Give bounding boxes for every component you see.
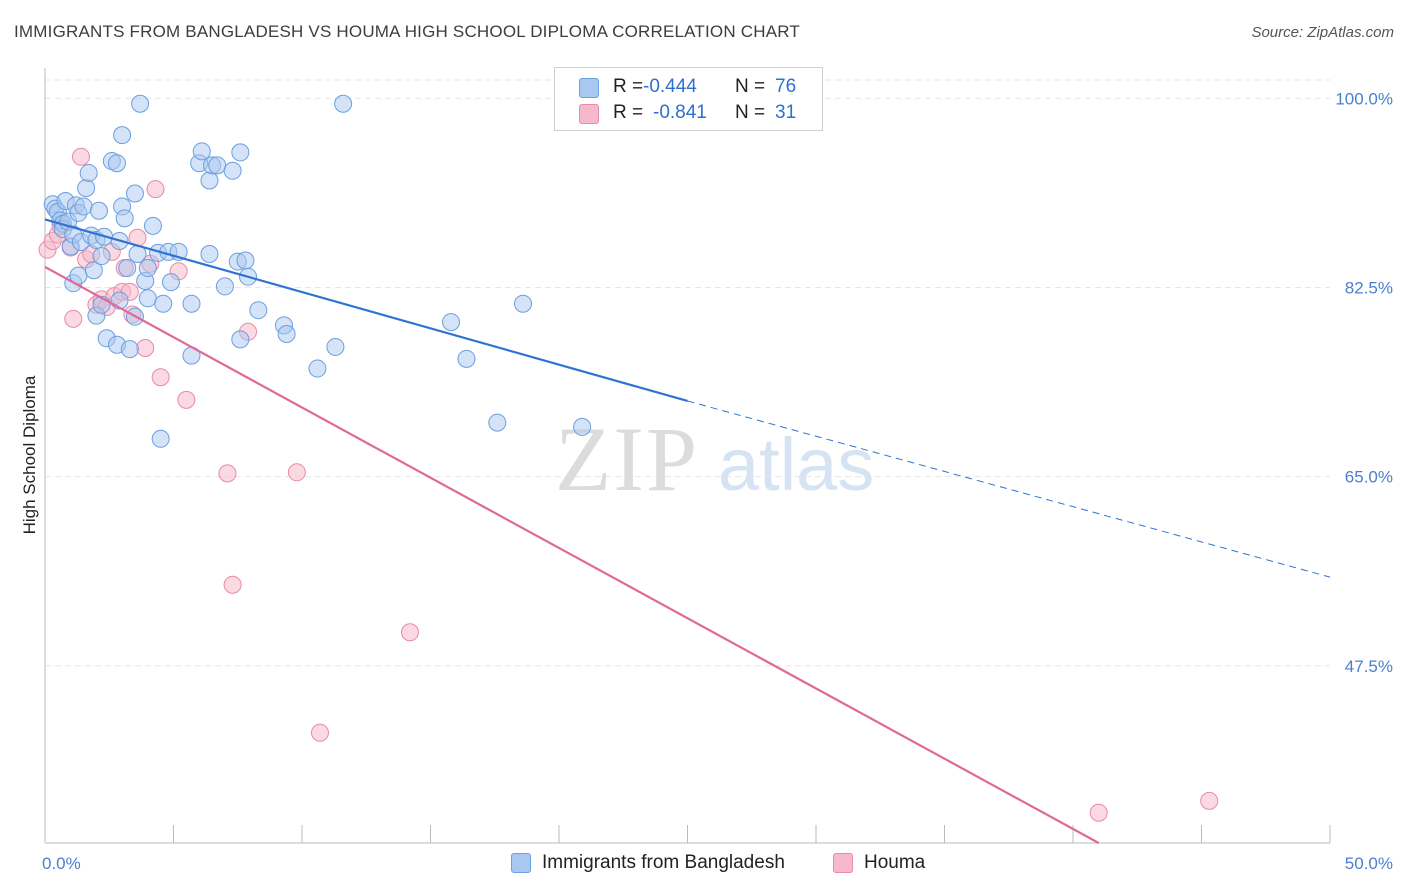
bangladesh-point — [514, 294, 533, 313]
correlation-legend: R = -0.444 N = 76 R = -0.841 N = 31 — [554, 67, 823, 131]
bangladesh-point — [107, 154, 126, 173]
legend-r-value: -0.841 — [653, 102, 707, 123]
bangladesh-point — [89, 201, 108, 220]
bangladesh-point — [84, 261, 103, 280]
legend-r-value: -0.444 — [643, 76, 697, 97]
bangladesh-point — [488, 413, 507, 432]
bangladesh-trend-extension — [687, 400, 1331, 578]
bangladesh-point — [182, 294, 201, 313]
bangladesh-point — [110, 291, 129, 310]
legend-n-value: 31 — [775, 102, 797, 123]
houma-point — [218, 464, 237, 483]
bangladesh-point — [236, 251, 255, 270]
houma-point — [64, 309, 83, 328]
bangladesh-point — [113, 126, 132, 145]
houma-point — [1200, 791, 1219, 810]
y-axis-label: High School Diploma — [20, 375, 39, 534]
houma-point — [223, 575, 242, 594]
bangladesh-points — [43, 94, 592, 448]
trend-lines — [44, 218, 1331, 844]
bangladesh-point — [231, 143, 250, 162]
bangladesh-point — [138, 259, 157, 278]
bangladesh-point — [231, 330, 250, 349]
watermark-atlas: atlas — [718, 423, 874, 506]
bangladesh-point — [277, 324, 296, 343]
bangladesh-point — [200, 244, 219, 263]
houma-point — [71, 147, 90, 166]
series-legend: Immigrants from Bangladesh Houma — [0, 852, 1406, 878]
legend-n-label: N = — [735, 76, 766, 97]
bangladesh-point — [118, 259, 137, 278]
legend-swatch-pink — [579, 104, 599, 124]
bangladesh-point — [131, 94, 150, 113]
bangladesh-point — [334, 94, 353, 113]
bangladesh-point — [143, 216, 162, 235]
tick-labels: 47.5% 65.0% 82.5% 100.0% 0.0% 50.0% — [42, 89, 1393, 873]
chart-source: Source: ZipAtlas.com — [1251, 24, 1394, 41]
houma-point — [146, 180, 165, 199]
x-tick-label: 50.0% — [1345, 854, 1393, 873]
bangladesh-point — [208, 156, 227, 175]
bangladesh-point — [308, 359, 327, 378]
bangladesh-point — [115, 209, 134, 228]
series-swatch-pink — [833, 853, 853, 873]
houma-point — [310, 723, 329, 742]
legend-swatch-blue — [579, 78, 599, 98]
bangladesh-trend-line — [44, 218, 688, 403]
bangladesh-point — [77, 179, 96, 198]
y-tick-label: 100.0% — [1335, 89, 1393, 108]
bangladesh-point — [151, 429, 170, 448]
bangladesh-point — [457, 349, 476, 368]
bangladesh-point — [573, 417, 592, 436]
series-label-bangladesh: Immigrants from Bangladesh — [542, 852, 785, 873]
houma-trend-line — [44, 266, 1100, 844]
bangladesh-point — [326, 337, 345, 356]
bangladesh-point — [442, 313, 461, 332]
legend-r-label: R = — [613, 76, 644, 97]
chart-title: IMMIGRANTS FROM BANGLADESH VS HOUMA HIGH… — [14, 22, 800, 41]
houma-point — [287, 463, 306, 482]
watermark: ZIP atlas — [555, 408, 874, 510]
bangladesh-point — [154, 294, 173, 313]
houma-point — [151, 368, 170, 387]
bangladesh-point — [125, 184, 144, 203]
series-label-houma: Houma — [864, 852, 926, 873]
bangladesh-point — [74, 197, 93, 216]
y-tick-label: 65.0% — [1345, 468, 1393, 487]
bangladesh-point — [192, 142, 211, 161]
bangladesh-point — [249, 301, 268, 320]
houma-point — [177, 390, 196, 409]
y-tick-label: 47.5% — [1345, 657, 1393, 676]
houma-point — [136, 339, 155, 358]
bangladesh-point — [79, 163, 98, 182]
bangladesh-point — [161, 273, 180, 292]
legend-n-value: 76 — [775, 76, 797, 97]
bangladesh-point — [138, 289, 157, 308]
bangladesh-point — [200, 171, 219, 190]
axes — [44, 68, 1331, 844]
bangladesh-point — [215, 277, 234, 296]
bangladesh-point — [223, 161, 242, 180]
legend-n-label: N = — [735, 102, 766, 123]
bangladesh-point — [92, 247, 111, 266]
x-tick-label: 0.0% — [42, 854, 81, 873]
legend-r-label: R = — [613, 102, 644, 123]
houma-point — [400, 623, 419, 642]
y-tick-label: 82.5% — [1345, 279, 1393, 298]
series-swatch-blue — [511, 853, 531, 873]
bangladesh-point — [120, 340, 139, 359]
houma-point — [1089, 803, 1108, 822]
